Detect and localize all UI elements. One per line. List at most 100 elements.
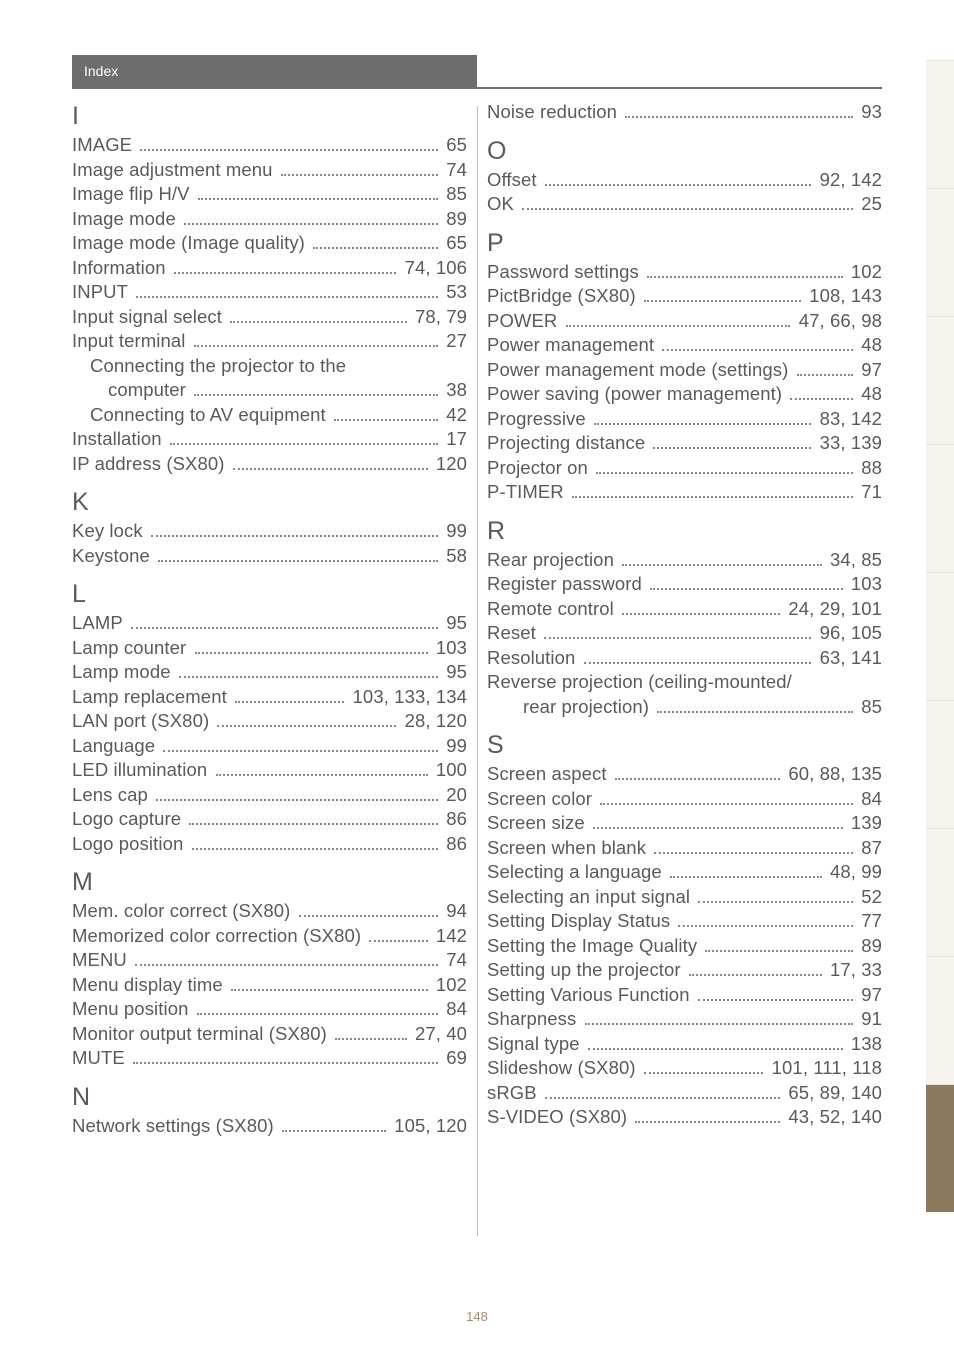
index-entry-label: LAN port (SX80) xyxy=(72,709,214,734)
leader-dots xyxy=(163,740,438,751)
index-entry-pages: 58 xyxy=(441,544,467,569)
leader-dots xyxy=(622,603,780,614)
index-entry-pages: 139 xyxy=(846,811,882,836)
leader-dots xyxy=(233,458,428,469)
index-entry-label: Menu position xyxy=(72,997,194,1022)
index-entry-continued: Reverse projection (ceiling-mounted/ xyxy=(487,670,882,695)
index-entry-pages: 97 xyxy=(856,983,882,1008)
index-entry-label: Noise reduction xyxy=(487,100,622,125)
index-entry-label: LAMP xyxy=(72,611,128,636)
index-entry-label: Setting up the projector xyxy=(487,958,686,983)
index-entry-label: PictBridge (SX80) xyxy=(487,284,641,309)
leader-dots xyxy=(135,955,438,966)
index-entry-pages: 28, 120 xyxy=(399,709,467,734)
index-entry: Lens cap 20 xyxy=(72,783,467,808)
index-entry-label: Screen aspect xyxy=(487,762,612,787)
index-entry: Projector on 88 xyxy=(487,456,882,481)
index-entry-pages: 71 xyxy=(856,480,882,505)
index-entry-pages: 17, 33 xyxy=(825,958,882,983)
index-entry: Slideshow (SX80) 101, 111, 118 xyxy=(487,1056,882,1081)
index-entry-pages: 94 xyxy=(441,899,467,924)
leader-dots xyxy=(588,1038,843,1049)
index-entry-label: Signal type xyxy=(487,1032,585,1057)
index-entry-pages: 84 xyxy=(441,997,467,1022)
leader-dots xyxy=(644,291,801,302)
leader-dots xyxy=(600,793,853,804)
leader-dots xyxy=(156,789,438,800)
leader-dots xyxy=(596,462,853,473)
leader-dots xyxy=(797,364,853,375)
index-entry-pages: 65 xyxy=(441,133,467,158)
index-entry: Monitor output terminal (SX80) 27, 40 xyxy=(72,1022,467,1047)
index-entry: Memorized color correction (SX80) 142 xyxy=(72,924,467,949)
leader-dots xyxy=(644,1063,764,1074)
index-entry: Lamp replacement 103, 133, 134 xyxy=(72,685,467,710)
index-entry-pages: 65 xyxy=(441,231,467,256)
index-entry: IMAGE 65 xyxy=(72,133,467,158)
index-entry-label: POWER xyxy=(487,309,563,334)
index-entry: Power management 48 xyxy=(487,333,882,358)
index-entry-pages: 95 xyxy=(441,660,467,685)
index-entry: Resolution 63, 141 xyxy=(487,646,882,671)
index-entry: Setting Various Function 97 xyxy=(487,983,882,1008)
index-entry-label: Rear projection xyxy=(487,548,619,573)
index-entry: Screen size 139 xyxy=(487,811,882,836)
index-entry-label: INPUT xyxy=(72,280,133,305)
index-entry-label: Power management xyxy=(487,333,659,358)
index-entry-pages: 74 xyxy=(441,948,467,973)
index-entry: Setting up the projector 17, 33 xyxy=(487,958,882,983)
index-entry-label: Screen size xyxy=(487,811,590,836)
index-entry: Password settings 102 xyxy=(487,260,882,285)
index-entry-label: P-TIMER xyxy=(487,480,569,505)
index-entry: Setting the Image Quality 89 xyxy=(487,934,882,959)
index-entry-label: Connecting to AV equipment xyxy=(90,403,331,428)
index-entry: Installation 17 xyxy=(72,427,467,452)
index-entry: Lamp mode 95 xyxy=(72,660,467,685)
index-entry: OK 25 xyxy=(487,192,882,217)
index-entry-label: Menu display time xyxy=(72,973,228,998)
index-entry: MUTE 69 xyxy=(72,1046,467,1071)
index-entry-pages: 52 xyxy=(856,885,882,910)
leader-dots xyxy=(174,262,396,273)
index-entry-pages: 53 xyxy=(441,280,467,305)
right-column: Noise reduction 93OOffset 92, 142OK 25PP… xyxy=(487,100,882,1138)
index-entry-label: Input signal select xyxy=(72,305,227,330)
index-entry-label: Screen color xyxy=(487,787,597,812)
index-entry-label: Input terminal xyxy=(72,329,191,354)
leader-dots xyxy=(678,916,853,927)
index-entry-label: Information xyxy=(72,256,171,281)
index-entry-label: Network settings (SX80) xyxy=(72,1114,279,1139)
index-entry-pages: 86 xyxy=(441,832,467,857)
index-entry-pages: 25 xyxy=(856,192,882,217)
index-entry: LAN port (SX80) 28, 120 xyxy=(72,709,467,734)
index-entry-pages: 48, 99 xyxy=(825,860,882,885)
index-entry-label: Language xyxy=(72,734,160,759)
edge-tab xyxy=(926,444,954,572)
leader-dots xyxy=(572,487,853,498)
leader-dots xyxy=(689,965,822,976)
index-columns: IIMAGE 65Image adjustment menu 74Image f… xyxy=(72,100,882,1138)
leader-dots xyxy=(282,1120,386,1131)
leader-dots xyxy=(585,1014,853,1025)
leader-dots xyxy=(653,438,811,449)
index-entry: Projecting distance 33, 139 xyxy=(487,431,882,456)
index-entry: Connecting to AV equipment 42 xyxy=(72,403,467,428)
section-header: Index xyxy=(72,55,477,87)
index-entry-pages: 97 xyxy=(856,358,882,383)
edge-tab xyxy=(926,828,954,956)
leader-dots xyxy=(170,434,438,445)
section-header-label: Index xyxy=(84,63,118,79)
leader-dots xyxy=(790,389,853,400)
leader-dots xyxy=(647,266,843,277)
index-entry-pages: 99 xyxy=(441,519,467,544)
index-entry-label: Setting Display Status xyxy=(487,909,675,934)
index-entry: Lamp counter 103 xyxy=(72,636,467,661)
index-entry-pages: 33, 139 xyxy=(814,431,882,456)
index-entry: S-VIDEO (SX80) 43, 52, 140 xyxy=(487,1105,882,1130)
index-entry: Rear projection 34, 85 xyxy=(487,548,882,573)
index-entry-pages: 47, 66, 98 xyxy=(793,309,882,334)
leader-dots xyxy=(615,769,780,780)
index-entry: Image mode 89 xyxy=(72,207,467,232)
index-entry-label: OK xyxy=(487,192,519,217)
edge-tab-active xyxy=(926,1084,954,1212)
